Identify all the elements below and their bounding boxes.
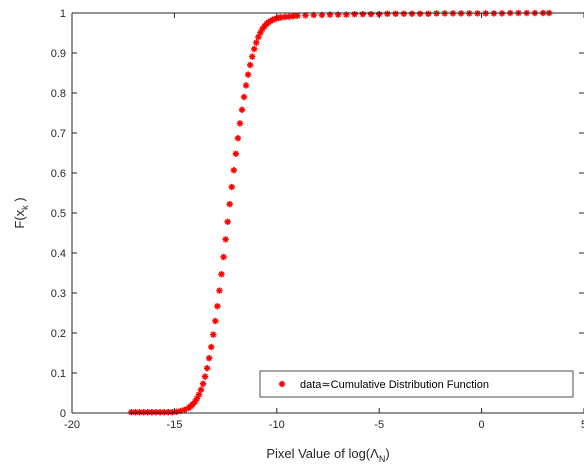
data-point bbox=[238, 106, 246, 113]
data-point bbox=[416, 10, 424, 17]
data-point bbox=[201, 373, 209, 380]
x-axis-label: Pixel Value of log(ΛN) bbox=[266, 446, 389, 464]
data-point bbox=[294, 12, 301, 19]
y-tick-label: 0.3 bbox=[51, 288, 66, 300]
legend-entry: data≃Cumulative Distribution Function bbox=[300, 379, 489, 391]
data-point bbox=[359, 11, 367, 18]
legend-box bbox=[259, 370, 574, 398]
data-point bbox=[197, 386, 205, 393]
data-point bbox=[236, 120, 244, 127]
data-point bbox=[326, 11, 334, 18]
y-tick-label: 0.5 bbox=[51, 208, 66, 220]
y-tick-label: 1 bbox=[60, 8, 66, 20]
data-point bbox=[216, 287, 223, 294]
data-point bbox=[246, 61, 254, 69]
data-point bbox=[351, 11, 358, 18]
y-tick-label: 0.9 bbox=[51, 48, 66, 60]
data-point bbox=[400, 10, 407, 17]
x-tick-label: -10 bbox=[269, 419, 285, 431]
x-tick-label: 5 bbox=[581, 419, 584, 431]
data-point bbox=[220, 253, 227, 261]
data-point bbox=[212, 317, 219, 325]
data-point bbox=[228, 183, 235, 191]
data-point bbox=[242, 82, 250, 89]
data-point bbox=[224, 218, 231, 225]
data-point bbox=[214, 303, 221, 310]
data-point bbox=[208, 343, 215, 351]
y-tick-labels: 0 0.1 0.2 0.3 0.4 0.5 0.6 0.7 0.8 0.9 1 bbox=[51, 8, 66, 420]
data-point bbox=[384, 10, 391, 17]
legend-marker bbox=[278, 380, 286, 388]
data-point bbox=[206, 355, 213, 362]
data-point bbox=[203, 365, 211, 372]
data-point bbox=[425, 10, 432, 17]
data-point bbox=[240, 93, 248, 101]
data-point bbox=[232, 150, 240, 157]
y-axis-label: F(xk ) bbox=[12, 197, 30, 228]
data-point bbox=[226, 201, 233, 208]
data-point bbox=[199, 380, 207, 387]
legend: data≃Cumulative Distribution Function bbox=[259, 370, 574, 398]
data-point bbox=[222, 236, 229, 243]
data-point bbox=[132, 409, 139, 416]
data-point bbox=[230, 167, 237, 174]
data-point bbox=[335, 11, 342, 18]
data-point bbox=[392, 10, 399, 17]
data-point bbox=[195, 391, 203, 398]
data-point bbox=[343, 11, 350, 18]
x-tick-label: -20 bbox=[64, 419, 80, 431]
data-point bbox=[367, 11, 375, 18]
y-tick-label: 0.2 bbox=[51, 328, 66, 340]
legend-marker-star bbox=[278, 380, 286, 388]
y-tick-label: 0.6 bbox=[51, 168, 66, 180]
data-point bbox=[249, 53, 256, 60]
x-tick-label: -5 bbox=[374, 419, 384, 431]
y-tick-label: 0.4 bbox=[51, 248, 66, 260]
y-tick-label: 0 bbox=[60, 408, 66, 420]
data-point bbox=[251, 45, 258, 53]
data-point bbox=[244, 71, 252, 78]
data-point bbox=[218, 271, 225, 278]
y-tick-label: 0.7 bbox=[51, 128, 66, 140]
plot-background bbox=[72, 13, 584, 413]
data-point bbox=[148, 409, 156, 416]
x-tick-label: -15 bbox=[166, 419, 182, 431]
data-point bbox=[253, 39, 260, 46]
axes bbox=[71, 12, 584, 414]
x-tick-labels: -20 -15 -10 -5 0 5 bbox=[64, 419, 584, 431]
y-tick-label: 0.1 bbox=[51, 368, 66, 380]
data-point bbox=[408, 10, 416, 17]
data-point bbox=[234, 135, 242, 142]
y-tick-label: 0.8 bbox=[51, 88, 66, 100]
x-tick-label: 0 bbox=[479, 419, 485, 431]
data-point bbox=[210, 331, 217, 338]
